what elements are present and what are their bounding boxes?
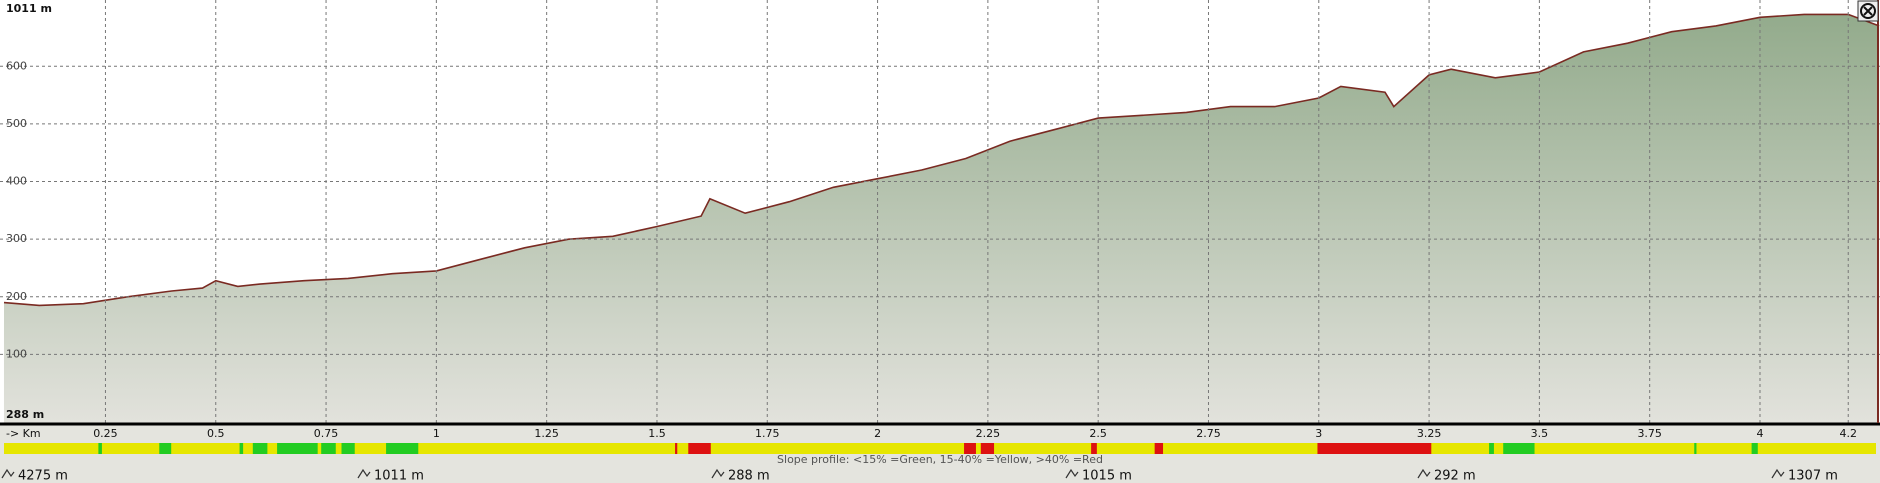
plot (0, 0, 1880, 424)
x-tick-label: 0.75 (314, 427, 339, 440)
stat-value: 4275 m (18, 469, 68, 483)
area-fill (3, 14, 1880, 424)
y-tick-label: 600 (6, 59, 27, 72)
y-tick-label: 100 (6, 347, 27, 360)
slope-segment (341, 443, 355, 454)
y-tick-label: 300 (6, 232, 27, 245)
close-icon[interactable] (1860, 3, 1876, 19)
x-axis-label: -> Km (6, 427, 41, 440)
x-tick-label: 1.75 (755, 427, 780, 440)
slope-segment (1317, 443, 1432, 454)
slope-segment (239, 443, 244, 454)
stat-icon (1417, 468, 1431, 479)
x-tick-label: 2.25 (976, 427, 1001, 440)
x-tick-label: 1.5 (648, 427, 666, 440)
slope-segment (1154, 443, 1164, 454)
stat-value: 1307 m (1788, 469, 1838, 483)
x-tick-label: 3.75 (1637, 427, 1662, 440)
slope-segment (1091, 443, 1097, 454)
stat-icon (1, 468, 15, 479)
slope-segment (688, 443, 711, 454)
slope-segment (1694, 443, 1697, 454)
x-tick-label: 3.25 (1417, 427, 1442, 440)
slope-segment (980, 443, 995, 454)
x-tick-label: 4 (1756, 427, 1763, 440)
max-label: 1011 m (6, 2, 52, 15)
x-tick-label: 2 (874, 427, 881, 440)
x-tick-label: 2.5 (1089, 427, 1107, 440)
slope-segment (675, 443, 678, 454)
slope-segment (321, 443, 336, 454)
stat-icon (1065, 468, 1079, 479)
x-tick-label: 0.5 (207, 427, 225, 440)
slope-segment (277, 443, 318, 454)
min-label: 288 m (6, 408, 44, 421)
y-tick-label: 200 (6, 290, 27, 303)
slope-segment (1489, 443, 1494, 454)
x-tick-label: 4.2 (1839, 427, 1857, 440)
stat-icon (357, 468, 371, 479)
x-tick-label: 3.5 (1531, 427, 1549, 440)
stat-value: 292 m (1434, 469, 1476, 483)
stat-icon (711, 468, 725, 479)
stat-icon (1771, 468, 1785, 479)
close-button[interactable] (1857, 0, 1879, 22)
close-icon-x[interactable] (1863, 6, 1873, 16)
slope-segment (252, 443, 268, 454)
stat-value: 1011 m (374, 469, 424, 483)
x-tick-label: 2.75 (1196, 427, 1221, 440)
stat-value: 288 m (728, 469, 770, 483)
y-tick-label: 500 (6, 117, 27, 130)
slope-segment (964, 443, 976, 454)
x-tick-label: 0.25 (93, 427, 118, 440)
x-tick-label: 3 (1315, 427, 1322, 440)
slope-segment (98, 443, 102, 454)
slope-segment (386, 443, 419, 454)
y-tick-label: 400 (6, 175, 27, 188)
slope-segment (1751, 443, 1758, 454)
slope-bar (4, 443, 1876, 454)
stat-value: 1015 m (1082, 469, 1132, 483)
x-tick-label: 1 (433, 427, 440, 440)
slope-note: Slope profile: <15% =Green, 15-40% =Yell… (777, 453, 1103, 466)
slope-segment (159, 443, 172, 454)
slope-segment (1503, 443, 1535, 454)
x-tick-label: 1.25 (534, 427, 559, 440)
